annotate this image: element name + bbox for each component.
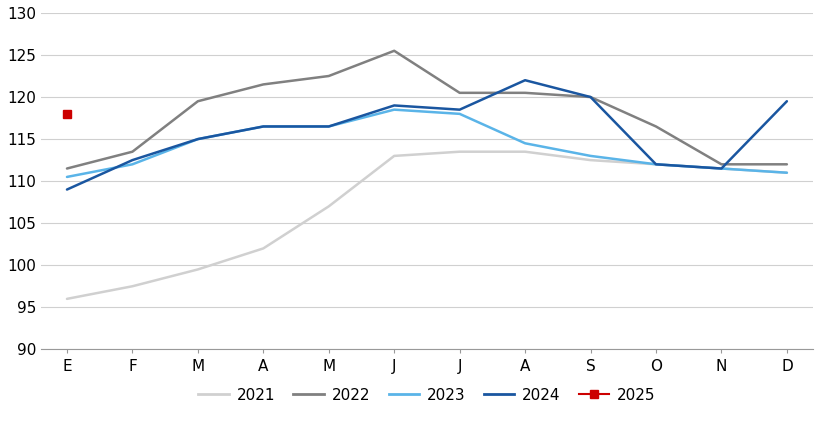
Legend: 2021, 2022, 2023, 2024, 2025: 2021, 2022, 2023, 2024, 2025 — [192, 382, 661, 409]
